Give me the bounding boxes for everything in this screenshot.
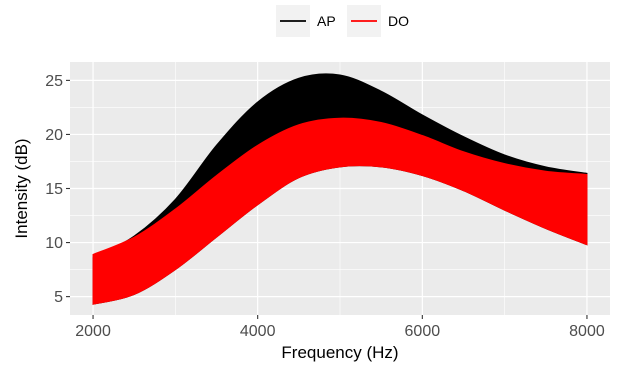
y-tick-label: 10: [45, 235, 63, 252]
axis-tick-labels: 2000 4000 6000 8000 5 10 15 20 25: [45, 73, 605, 340]
x-tick-label: 2000: [75, 323, 111, 340]
y-tick-label: 25: [45, 73, 63, 90]
x-tick-label: 8000: [569, 323, 605, 340]
y-tick-label: 5: [54, 289, 63, 306]
x-tick-label: 6000: [405, 323, 441, 340]
x-tick-label: 4000: [240, 323, 276, 340]
series-layer: [92, 73, 588, 305]
legend-label-ap: AP: [317, 13, 336, 29]
y-tick-label: 20: [45, 127, 63, 144]
x-axis-title: Frequency (Hz): [281, 343, 398, 362]
axis-ticks: [66, 79, 588, 319]
legend: AP DO: [276, 5, 409, 37]
y-tick-label: 15: [45, 181, 63, 198]
y-axis-title: Intensity (dB): [12, 138, 31, 238]
legend-label-do: DO: [388, 13, 409, 29]
ribbon-do: [92, 117, 588, 305]
